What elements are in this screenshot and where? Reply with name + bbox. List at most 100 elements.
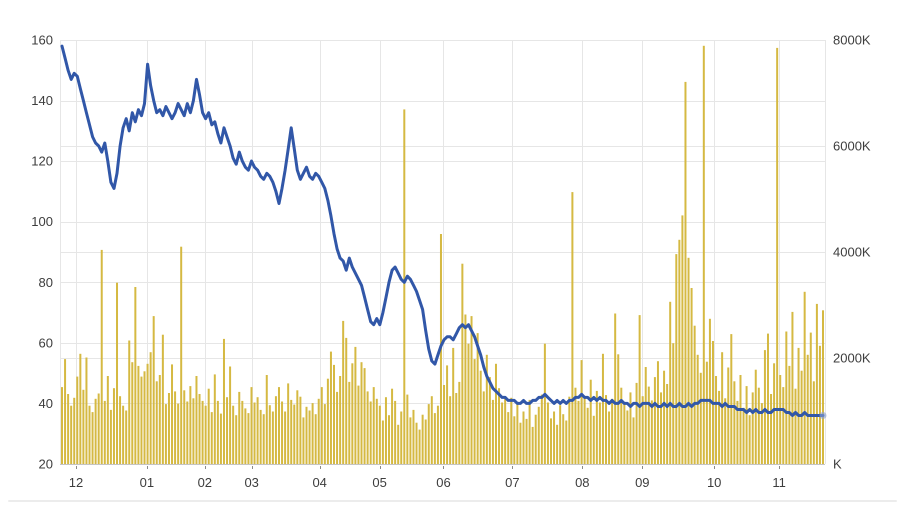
volume-bar bbox=[751, 392, 754, 464]
volume-bar bbox=[690, 288, 693, 464]
volume-bar bbox=[394, 400, 397, 464]
volume-bar bbox=[79, 353, 82, 464]
x-axis-label: 01 bbox=[140, 475, 154, 490]
volume-bar bbox=[718, 390, 721, 464]
volume-bar bbox=[302, 417, 305, 464]
volume-bar bbox=[174, 391, 177, 464]
volume-bar bbox=[675, 254, 678, 464]
volume-bar bbox=[232, 405, 235, 464]
volume-bar bbox=[210, 412, 213, 464]
volume-bar bbox=[763, 350, 766, 464]
volume-bar bbox=[666, 384, 669, 464]
left-axis-label: 60 bbox=[39, 335, 53, 350]
volume-bar bbox=[702, 45, 705, 465]
volume-bar bbox=[76, 376, 79, 464]
x-axis-label: 08 bbox=[575, 475, 589, 490]
volume-bar bbox=[574, 387, 577, 464]
volume-bar bbox=[577, 400, 580, 464]
volume-bar bbox=[274, 396, 277, 464]
volume-bar bbox=[192, 398, 195, 464]
volume-bar bbox=[522, 411, 525, 464]
volume-bar bbox=[384, 397, 387, 464]
volume-bar bbox=[513, 416, 516, 464]
volume-bar bbox=[595, 390, 598, 464]
volume-bar bbox=[770, 394, 773, 464]
volume-bar bbox=[797, 347, 800, 464]
volume-bar bbox=[696, 354, 699, 464]
volume-bar bbox=[788, 365, 791, 464]
volume-bar bbox=[375, 398, 378, 464]
volume-bar bbox=[491, 399, 494, 464]
volume-bar bbox=[559, 405, 562, 464]
volume-bar bbox=[134, 287, 137, 464]
volume-bar bbox=[485, 354, 488, 464]
volume-bar bbox=[449, 396, 452, 464]
volume-bar bbox=[161, 334, 164, 464]
volume-bar bbox=[614, 313, 617, 464]
line-end-dot bbox=[819, 412, 827, 419]
volume-bar bbox=[299, 396, 302, 464]
volume-bar bbox=[510, 397, 513, 465]
volume-bar bbox=[757, 387, 760, 464]
volume-bar bbox=[644, 367, 647, 464]
volume-bar bbox=[800, 370, 803, 464]
volume-bar bbox=[171, 364, 174, 464]
volume-bar bbox=[70, 405, 73, 464]
volume-bar bbox=[85, 357, 88, 464]
volume-bar bbox=[189, 386, 192, 464]
volume-bar bbox=[452, 347, 455, 464]
volume-bar bbox=[745, 386, 748, 464]
volume-bar bbox=[152, 316, 155, 464]
bottom-divider bbox=[8, 500, 897, 502]
volume-bar bbox=[183, 390, 186, 464]
volume-bar bbox=[106, 376, 109, 464]
volume-bar bbox=[605, 395, 608, 464]
volume-bar bbox=[773, 363, 776, 464]
left-axis-label: 160 bbox=[31, 33, 53, 48]
volume-bar bbox=[650, 400, 653, 464]
volume-bar bbox=[427, 404, 430, 464]
volume-bar bbox=[103, 400, 106, 464]
volume-bar bbox=[149, 352, 152, 464]
volume-bar bbox=[498, 388, 501, 464]
volume-bar bbox=[754, 369, 757, 464]
volume-bar bbox=[354, 346, 357, 464]
price-line bbox=[60, 44, 825, 417]
volume-bar bbox=[250, 387, 253, 464]
volume-bar bbox=[198, 394, 201, 464]
volume-bar bbox=[61, 387, 63, 464]
volume-bar bbox=[470, 316, 473, 464]
volume-bar bbox=[632, 417, 635, 464]
volume-bar bbox=[660, 392, 663, 464]
left-axis-label: 120 bbox=[31, 154, 53, 169]
volume-bar bbox=[406, 394, 409, 464]
volume-bar bbox=[592, 415, 595, 464]
volume-bar bbox=[287, 383, 290, 464]
x-axis-label: 05 bbox=[372, 475, 386, 490]
volume-bar bbox=[146, 363, 149, 464]
volume-bar bbox=[809, 332, 812, 464]
volume-bar bbox=[216, 400, 219, 464]
volume-bar bbox=[635, 382, 638, 464]
volume-bar bbox=[222, 338, 225, 464]
volume-bar bbox=[155, 381, 158, 464]
volume-bar bbox=[238, 391, 241, 464]
volume-bar bbox=[739, 375, 742, 464]
volume-bar bbox=[137, 365, 140, 464]
volume-bar bbox=[721, 352, 724, 464]
volume-bar bbox=[733, 381, 736, 464]
volume-bar bbox=[528, 399, 531, 464]
volume-bar bbox=[317, 398, 320, 464]
volume-bar bbox=[256, 397, 259, 464]
x-axis-label: 06 bbox=[436, 475, 450, 490]
volume-bar bbox=[424, 419, 427, 464]
volume-bar bbox=[125, 410, 128, 464]
x-axis-label: 03 bbox=[244, 475, 258, 490]
right-axis-label: 4000K bbox=[833, 245, 871, 260]
x-axis-label: 11 bbox=[772, 475, 786, 490]
volume-bar bbox=[583, 396, 586, 464]
volume-bar bbox=[177, 403, 180, 464]
volume-bar bbox=[672, 343, 675, 464]
volume-bar bbox=[629, 392, 632, 464]
